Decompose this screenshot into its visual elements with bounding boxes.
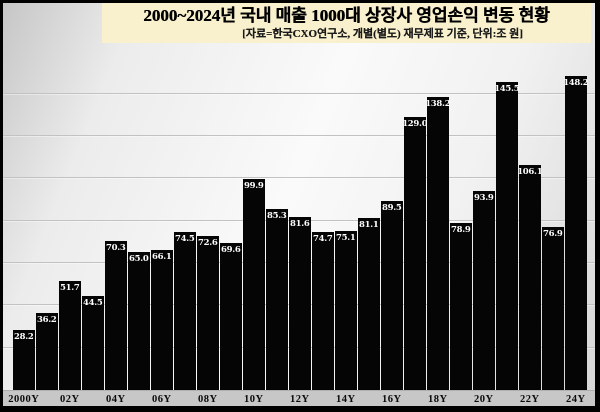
bar-value-label-2007: 74.5 <box>174 234 195 245</box>
bar-value-label-2013: 74.7 <box>312 233 333 244</box>
bar-value-label-2021: 145.5 <box>494 83 520 94</box>
x-axis-label-22Y: 22Y <box>519 394 540 405</box>
bar-value-label-2022: 106.1 <box>517 167 543 178</box>
bar-2022: 106.1 <box>517 165 543 390</box>
bar-2016: 89.5 <box>381 200 403 390</box>
x-axis-label-04Y: 04Y <box>105 394 126 405</box>
bar-2004: 70.3 <box>105 241 127 390</box>
bar-value-label-2005: 65.0 <box>128 254 149 265</box>
bar-value-label-2004: 70.3 <box>105 243 126 254</box>
bar-value-label-2016: 89.5 <box>381 202 402 213</box>
x-axis-label-16Y: 16Y <box>381 394 402 405</box>
bar-value-label-2019: 78.9 <box>450 224 471 235</box>
bar-2023: 76.9 <box>542 227 564 390</box>
bar-2015: 81.1 <box>358 218 380 390</box>
bar-value-label-2010: 99.9 <box>243 180 264 191</box>
bar-value-label-2009: 69.6 <box>220 244 241 255</box>
bar-2017: 129.0 <box>402 116 428 390</box>
bar-2012: 81.6 <box>289 217 311 390</box>
bar-2019: 78.9 <box>450 222 472 390</box>
bar-value-label-2001: 36.2 <box>36 315 57 326</box>
bar-2009: 69.6 <box>220 242 242 390</box>
gridline-100 <box>3 177 595 179</box>
x-axis-label-10Y: 10Y <box>243 394 264 405</box>
bar-2021: 145.5 <box>494 81 520 390</box>
bar-value-label-2023: 76.9 <box>542 229 563 240</box>
bar-value-label-2012: 81.6 <box>289 219 310 230</box>
bar-2007: 74.5 <box>174 232 196 390</box>
bar-value-label-2020: 93.9 <box>473 193 494 204</box>
bar-2020: 93.9 <box>473 191 495 390</box>
x-axis-label-06Y: 06Y <box>151 394 172 405</box>
bar-2002: 51.7 <box>59 280 81 390</box>
chart-title: 2000~2024년 국내 매출 1000대 상장사 영업손익 변동 현황 <box>143 6 550 25</box>
bar-value-label-2018: 138.2 <box>425 99 451 110</box>
x-axis-strip: 2000Y 02Y 04Y 06Y 08Y 10Y 12Y 14Y 16Y 18Y 20Y 22Y 24… <box>3 390 595 406</box>
gridline-140 <box>3 92 595 94</box>
x-axis-label-24Y: 24Y <box>565 394 586 405</box>
bar-value-label-2000: 28.2 <box>13 332 34 343</box>
bar-value-label-2024: 148.2 <box>563 78 589 89</box>
bar-2024: 148.2 <box>563 76 589 390</box>
bar-2013: 74.7 <box>312 231 334 390</box>
bar-value-label-2002: 51.7 <box>59 282 80 293</box>
bar-2011: 85.3 <box>266 209 288 390</box>
x-axis-label-08Y: 08Y <box>197 394 218 405</box>
x-axis-label-18Y: 18Y <box>427 394 448 405</box>
bar-value-label-2014: 75.1 <box>335 233 356 244</box>
bar-2000: 28.2 <box>13 330 35 390</box>
chart-subtitle: [자료=한국CXO연구소, 개별(별도) 재무제표 기준, 단위:조 원] <box>242 28 523 40</box>
bar-2006: 66.1 <box>151 250 173 390</box>
bar-2010: 99.9 <box>243 178 265 390</box>
bar-2018: 138.2 <box>425 97 451 390</box>
bar-2001: 36.2 <box>36 313 58 390</box>
bar-value-label-2011: 85.3 <box>266 211 287 222</box>
x-axis-label-14Y: 14Y <box>335 394 356 405</box>
bar-value-label-2006: 66.1 <box>151 252 172 263</box>
x-axis-label-20Y: 20Y <box>473 394 494 405</box>
bar-2014: 75.1 <box>335 231 357 390</box>
plot-area: 28.2 36.2 51.7 44.5 70.3 65.0 66.1 74.5 72.6 69.6… <box>3 3 595 406</box>
chart-title-box: 2000~2024년 국내 매출 1000대 상장사 영업손익 변동 현황 [자… <box>102 3 591 43</box>
x-axis-label-02Y: 02Y <box>59 394 80 405</box>
bar-2005: 65.0 <box>128 252 150 390</box>
x-axis-label-2000Y: 2000Y <box>8 394 40 405</box>
bar-value-label-2003: 44.5 <box>82 297 103 308</box>
bar-value-label-2008: 72.6 <box>197 238 218 249</box>
chart-background: 28.2 36.2 51.7 44.5 70.3 65.0 66.1 74.5 72.6 69.6… <box>3 3 595 406</box>
gridline-120 <box>3 134 595 136</box>
bar-2003: 44.5 <box>82 295 104 390</box>
x-axis-label-12Y: 12Y <box>289 394 310 405</box>
bar-value-label-2017: 129.0 <box>402 118 428 129</box>
bar-value-label-2015: 81.1 <box>358 220 379 231</box>
bar-2008: 72.6 <box>197 236 219 390</box>
